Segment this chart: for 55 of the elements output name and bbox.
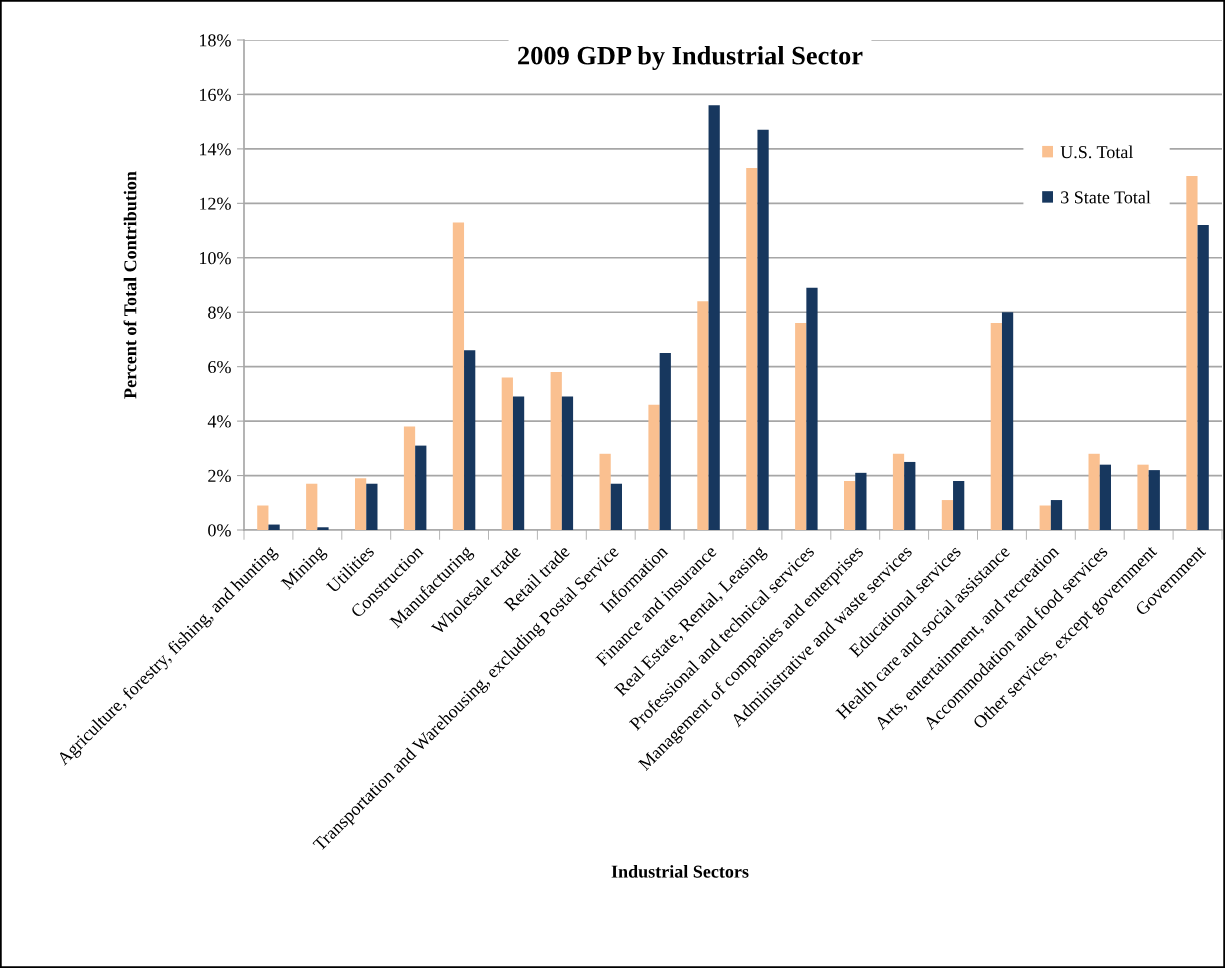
bar [1197, 225, 1209, 530]
x-axis-title: Industrial Sectors [611, 865, 749, 878]
bar [403, 426, 416, 530]
y-tick-label: 6% [208, 360, 231, 374]
bar [806, 287, 818, 530]
bar [990, 323, 1002, 530]
bar [355, 478, 367, 530]
bar [1001, 312, 1014, 530]
y-tick-label: 18% [199, 34, 231, 47]
bar [452, 222, 465, 530]
y-tick-label: 16% [199, 88, 231, 101]
bar [648, 404, 660, 530]
bar [904, 461, 916, 530]
bar [1088, 453, 1100, 530]
y-tick-label: 10% [199, 252, 231, 265]
bar [550, 372, 562, 530]
bar [746, 167, 758, 530]
bar [855, 472, 867, 530]
bar [268, 524, 280, 530]
y-tick-label: 14% [199, 143, 231, 156]
y-tick-label: 4% [207, 415, 231, 428]
y-axis-title: Percent of Total Contribution [123, 171, 137, 399]
legend-label: 3 State Total [1061, 190, 1151, 204]
chart-title: 2009 GDP by Industrial Sector [518, 46, 863, 70]
bar [1039, 505, 1051, 530]
bar [366, 483, 378, 530]
bar [1137, 464, 1149, 530]
bar [501, 377, 513, 530]
bar [561, 396, 574, 530]
bar [599, 453, 611, 530]
bar [757, 129, 769, 530]
bar [317, 527, 329, 530]
bar [892, 453, 905, 530]
bar [795, 323, 807, 530]
bar [1148, 470, 1160, 530]
bar [464, 350, 476, 530]
bar [844, 481, 856, 530]
bar [953, 481, 965, 530]
legend-label: U.S. Total [1060, 145, 1134, 159]
bar [610, 483, 622, 530]
y-tick-label: 12% [199, 197, 231, 210]
y-tick-label: 0% [208, 524, 231, 537]
bar [697, 301, 709, 530]
bar [512, 396, 525, 530]
bar [708, 105, 720, 530]
bar [1186, 176, 1198, 530]
y-tick-label: 8% [208, 306, 231, 319]
y-tick-label: 2% [208, 469, 231, 483]
bar [257, 505, 269, 530]
bar [941, 500, 954, 530]
bar [306, 483, 318, 530]
bar [1099, 464, 1111, 530]
bar [415, 445, 427, 530]
bar [659, 353, 671, 530]
bar [1050, 500, 1063, 530]
